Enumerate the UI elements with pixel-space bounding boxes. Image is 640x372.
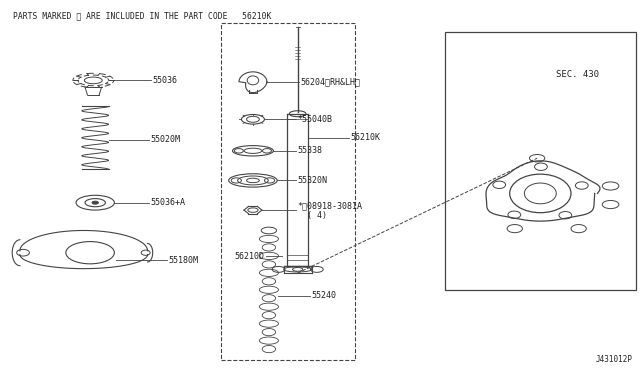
Ellipse shape	[244, 148, 262, 153]
Text: 55036+A: 55036+A	[151, 198, 186, 207]
Ellipse shape	[289, 111, 306, 117]
Ellipse shape	[571, 225, 586, 233]
Ellipse shape	[602, 201, 619, 209]
Ellipse shape	[246, 178, 259, 183]
Bar	[445, 32, 636, 290]
Text: SEC. 430: SEC. 430	[556, 70, 599, 79]
Ellipse shape	[559, 212, 572, 219]
Ellipse shape	[234, 148, 243, 153]
Text: 55338: 55338	[298, 146, 323, 155]
Text: 55020M: 55020M	[151, 135, 180, 144]
Text: *55040B: *55040B	[298, 115, 333, 124]
Ellipse shape	[84, 77, 102, 84]
Ellipse shape	[262, 148, 271, 153]
Text: ( 4): ( 4)	[307, 211, 327, 220]
Text: 56210K: 56210K	[351, 133, 381, 142]
Text: 55180M: 55180M	[168, 256, 198, 264]
Text: 56204〈RH&LH〉: 56204〈RH&LH〉	[300, 78, 360, 87]
Text: J431012P: J431012P	[596, 355, 633, 364]
Ellipse shape	[232, 145, 273, 156]
Ellipse shape	[76, 195, 115, 210]
Ellipse shape	[509, 174, 571, 213]
Bar	[221, 23, 355, 360]
Text: *※08918-3081A: *※08918-3081A	[298, 201, 363, 210]
Ellipse shape	[92, 201, 99, 204]
Text: 55036: 55036	[152, 76, 177, 85]
Ellipse shape	[85, 199, 106, 207]
Ellipse shape	[508, 211, 521, 218]
Ellipse shape	[247, 76, 259, 85]
Ellipse shape	[261, 227, 276, 234]
Ellipse shape	[66, 241, 115, 264]
Text: 56210D: 56210D	[234, 252, 264, 261]
Ellipse shape	[17, 249, 29, 256]
Ellipse shape	[228, 174, 277, 187]
Ellipse shape	[507, 225, 522, 233]
Ellipse shape	[237, 176, 268, 185]
Ellipse shape	[493, 181, 506, 189]
Text: PARTS MARKED ※ ARE INCLUDED IN THE PART CODE   56210K: PARTS MARKED ※ ARE INCLUDED IN THE PART …	[13, 12, 272, 21]
Ellipse shape	[141, 250, 150, 255]
Ellipse shape	[529, 154, 545, 162]
Text: 55240: 55240	[312, 291, 337, 300]
Text: 55320N: 55320N	[298, 176, 328, 185]
Ellipse shape	[602, 182, 619, 190]
Ellipse shape	[575, 182, 588, 189]
Ellipse shape	[534, 163, 547, 170]
